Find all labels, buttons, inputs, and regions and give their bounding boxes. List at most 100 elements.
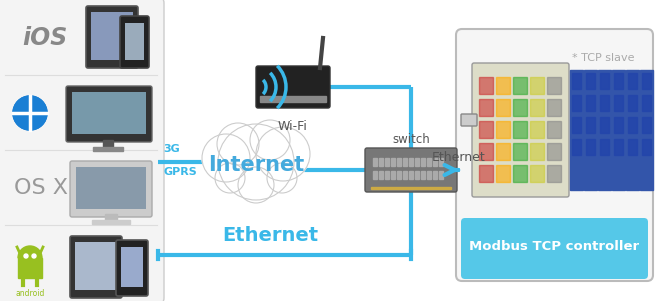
Bar xyxy=(479,121,493,138)
Bar xyxy=(642,139,651,155)
Bar xyxy=(18,258,42,278)
FancyBboxPatch shape xyxy=(0,0,164,301)
Bar xyxy=(385,171,389,179)
FancyBboxPatch shape xyxy=(461,218,648,279)
Circle shape xyxy=(215,163,245,193)
Circle shape xyxy=(217,123,259,165)
Bar xyxy=(421,171,425,179)
Bar xyxy=(397,171,401,179)
Bar xyxy=(421,158,425,166)
Bar xyxy=(433,171,437,179)
FancyBboxPatch shape xyxy=(456,29,653,281)
Bar xyxy=(586,95,595,111)
Bar xyxy=(570,70,583,190)
Bar xyxy=(403,171,407,179)
Bar xyxy=(427,171,431,179)
Bar xyxy=(496,165,510,182)
FancyBboxPatch shape xyxy=(86,6,138,68)
Text: 3G: 3G xyxy=(163,144,179,154)
Bar xyxy=(600,95,609,111)
Bar xyxy=(586,139,595,155)
Circle shape xyxy=(250,120,290,160)
Bar xyxy=(572,95,581,111)
Bar xyxy=(530,121,544,138)
FancyBboxPatch shape xyxy=(125,23,144,60)
Text: Ethernet: Ethernet xyxy=(432,151,485,164)
Bar xyxy=(530,165,544,182)
Bar xyxy=(614,139,623,155)
Bar xyxy=(371,187,451,189)
Bar xyxy=(92,220,130,224)
FancyBboxPatch shape xyxy=(121,247,143,287)
Bar xyxy=(479,77,493,94)
Circle shape xyxy=(24,254,28,258)
Bar xyxy=(614,95,623,111)
Bar xyxy=(260,96,326,102)
Bar xyxy=(415,171,419,179)
Circle shape xyxy=(202,134,250,182)
Bar xyxy=(513,121,527,138)
Bar xyxy=(547,165,561,182)
Bar xyxy=(628,95,637,111)
Text: switch: switch xyxy=(392,133,430,146)
Text: Wi-Fi: Wi-Fi xyxy=(278,120,308,133)
Bar xyxy=(105,214,117,221)
Text: GPRS: GPRS xyxy=(163,167,196,177)
Bar xyxy=(409,171,413,179)
Bar xyxy=(628,117,637,133)
FancyBboxPatch shape xyxy=(66,86,152,142)
Text: android: android xyxy=(15,288,45,297)
FancyBboxPatch shape xyxy=(461,114,477,126)
Text: iOS: iOS xyxy=(22,26,67,50)
Bar xyxy=(391,158,395,166)
Bar xyxy=(513,143,527,160)
Bar xyxy=(373,158,377,166)
Bar xyxy=(547,77,561,94)
Bar xyxy=(439,158,443,166)
Bar xyxy=(572,73,581,89)
Bar xyxy=(427,158,431,166)
FancyBboxPatch shape xyxy=(91,12,133,60)
Bar xyxy=(547,99,561,116)
FancyBboxPatch shape xyxy=(70,161,152,217)
FancyBboxPatch shape xyxy=(120,16,149,68)
FancyBboxPatch shape xyxy=(365,148,457,192)
Circle shape xyxy=(32,254,36,258)
Bar xyxy=(93,147,123,151)
Text: OS X: OS X xyxy=(14,178,68,198)
Bar xyxy=(600,117,609,133)
Bar xyxy=(612,70,625,190)
Bar xyxy=(496,121,510,138)
Bar xyxy=(628,73,637,89)
Bar xyxy=(103,140,113,148)
Bar xyxy=(586,117,595,133)
Bar xyxy=(513,77,527,94)
Bar xyxy=(397,158,401,166)
FancyBboxPatch shape xyxy=(75,242,117,290)
Bar xyxy=(572,117,581,133)
Bar xyxy=(391,171,395,179)
Bar xyxy=(496,77,510,94)
Circle shape xyxy=(13,96,47,130)
Bar xyxy=(600,73,609,89)
Bar xyxy=(415,158,419,166)
Bar xyxy=(479,143,493,160)
Bar xyxy=(600,139,609,155)
Bar xyxy=(385,158,389,166)
Text: Internet: Internet xyxy=(208,155,304,175)
FancyBboxPatch shape xyxy=(76,167,146,209)
Bar xyxy=(409,158,413,166)
Bar xyxy=(439,171,443,179)
FancyBboxPatch shape xyxy=(472,63,569,197)
Bar xyxy=(513,165,527,182)
Bar xyxy=(496,143,510,160)
Bar xyxy=(530,77,544,94)
Circle shape xyxy=(267,163,297,193)
FancyBboxPatch shape xyxy=(72,92,146,134)
Bar xyxy=(614,73,623,89)
Bar xyxy=(642,117,651,133)
Bar xyxy=(513,99,527,116)
Bar xyxy=(598,70,611,190)
Bar xyxy=(479,165,493,182)
Bar xyxy=(496,99,510,116)
